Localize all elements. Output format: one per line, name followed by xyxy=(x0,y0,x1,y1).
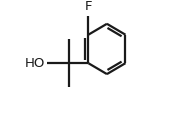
Text: HO: HO xyxy=(25,57,45,70)
Text: F: F xyxy=(85,0,92,13)
